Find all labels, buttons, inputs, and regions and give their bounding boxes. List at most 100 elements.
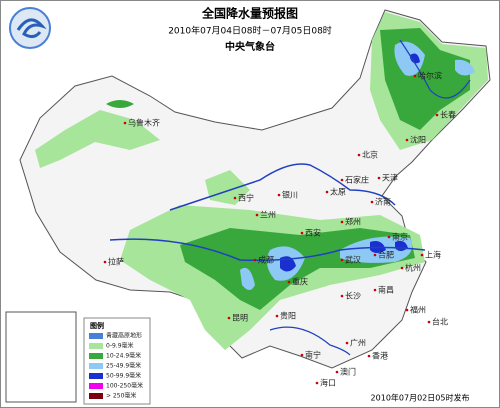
city-dot	[315, 381, 319, 385]
city-label: 台北	[432, 317, 448, 327]
legend: 图例 青藏高原地形 0-9.9毫米 10-24.9毫米 25-49.9毫米 50-99.…	[83, 317, 151, 405]
city-label: 澳门	[340, 367, 356, 377]
city-label: 福州	[410, 306, 426, 315]
city-label: 广州	[350, 338, 366, 348]
city-dot	[367, 354, 371, 358]
rain-area	[410, 53, 420, 64]
city-dot	[123, 121, 127, 125]
city-dot	[287, 280, 291, 284]
legend-swatch	[89, 353, 103, 359]
legend-label: > 250毫米	[106, 392, 136, 400]
river	[169, 163, 396, 211]
legend-swatch	[89, 363, 103, 369]
river	[399, 39, 471, 99]
city-label: 济南	[375, 197, 391, 207]
legend-swatch	[89, 333, 103, 339]
city-label: 成都	[258, 255, 274, 265]
city-label: 沈阳	[410, 135, 426, 145]
city-dot	[103, 260, 107, 264]
city-dot	[253, 258, 257, 262]
city-label: 郑州	[345, 217, 361, 227]
issuer: 中央气象台	[225, 40, 275, 53]
city-dot	[387, 235, 391, 239]
city-label: 太原	[330, 187, 346, 197]
city-label: 合肥	[378, 250, 394, 260]
city-dot	[340, 258, 344, 262]
city-dot	[300, 231, 304, 235]
city-dot	[405, 138, 409, 142]
city-label: 重庆	[292, 277, 308, 287]
legend-title: 图例	[90, 321, 104, 330]
city-label: 长沙	[345, 291, 361, 301]
city-label: 昆明	[232, 314, 248, 323]
city-label: 哈尔滨	[418, 71, 442, 81]
city-label: 杭州	[405, 263, 421, 273]
rain-area	[106, 100, 134, 108]
legend-swatch	[89, 383, 103, 389]
city-label: 海口	[320, 378, 336, 388]
city-dot	[340, 178, 344, 182]
city-dot	[325, 190, 329, 194]
river	[109, 238, 426, 262]
city-dot	[373, 288, 377, 292]
city-dot	[277, 193, 281, 197]
city-label: 武汉	[345, 255, 361, 265]
city-dot	[420, 253, 424, 257]
city-dot	[427, 320, 431, 324]
legend-swatch	[89, 393, 103, 399]
city-label: 南昌	[378, 285, 394, 295]
city-dot	[370, 200, 374, 204]
city-label: 南宁	[305, 350, 321, 360]
legend-swatch	[89, 373, 103, 379]
logo-mark	[16, 18, 47, 39]
river	[269, 326, 351, 356]
city-label: 西安	[305, 228, 321, 238]
city-label: 乌鲁木齐	[128, 118, 160, 128]
city-label: 香港	[372, 351, 388, 361]
city-dot	[400, 266, 404, 270]
legend-label: 0-9.9毫米	[106, 342, 134, 350]
legend-swatch	[89, 343, 103, 349]
rain-area	[240, 267, 255, 290]
city-label: 北京	[362, 150, 378, 160]
city-label: 天津	[382, 173, 398, 183]
city-label: 西宁	[238, 193, 254, 203]
city-dot	[435, 113, 439, 117]
legend-label: 10-24.9毫米	[106, 352, 141, 360]
rain-area	[35, 110, 160, 168]
legend-label: 50-99.9毫米	[106, 372, 141, 380]
title: 全国降水量预报图	[201, 6, 298, 21]
city-label: 兰州	[260, 210, 276, 220]
city-label: 南京	[392, 232, 408, 242]
legend-label: 100-250毫米	[106, 382, 143, 390]
city-dot	[340, 294, 344, 298]
inset-map	[5, 311, 77, 403]
city-label: 上海	[425, 250, 441, 260]
city-label: 石家庄	[345, 175, 369, 185]
city-dot	[255, 213, 259, 217]
city-dot	[227, 316, 231, 320]
city-dot	[340, 220, 344, 224]
city-dot	[377, 176, 381, 180]
legend-box	[83, 317, 151, 405]
city-dot	[413, 74, 417, 78]
city-dot	[233, 196, 237, 200]
city-dot	[405, 308, 409, 312]
rain-area	[205, 170, 250, 205]
rain-area	[455, 59, 475, 76]
legend-label: 25-49.9毫米	[106, 362, 141, 370]
city-dot	[357, 153, 361, 157]
city-label: 贵阳	[280, 311, 296, 321]
city-label: 长春	[440, 110, 456, 120]
city-dot	[373, 253, 377, 257]
issued: 2010年07月02日05时发布	[371, 393, 470, 403]
city-label: 银川	[282, 190, 298, 200]
city-label: 拉萨	[108, 257, 124, 267]
city-dot	[335, 370, 339, 374]
city-dot	[275, 314, 279, 318]
period: 2010年07月04日08时－07月05日08时	[168, 25, 332, 37]
legend-label: 青藏高原地形	[106, 332, 142, 340]
city-dot	[300, 353, 304, 357]
